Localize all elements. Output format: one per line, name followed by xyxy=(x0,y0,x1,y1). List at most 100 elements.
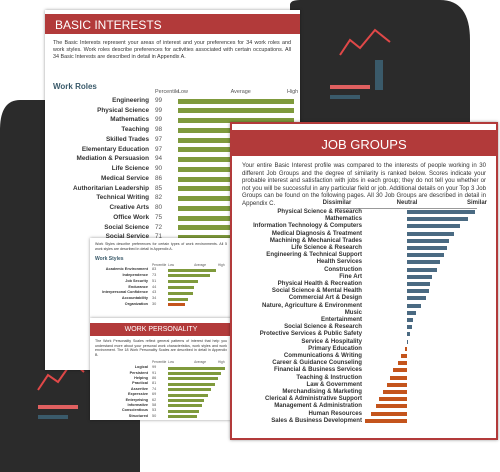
row-label: Fine Art xyxy=(339,272,362,280)
row-label: Helping xyxy=(134,375,148,380)
job-groups-page: JOB GROUPS Your entire Basic Interest pr… xyxy=(230,122,498,440)
row-label: Engineering xyxy=(112,96,149,104)
column-header: Low xyxy=(178,89,188,95)
row-label: Mathematics xyxy=(110,116,149,124)
section-title: Work Styles xyxy=(95,256,124,262)
row-label: Assertive xyxy=(130,386,148,391)
column-header: High xyxy=(287,89,299,95)
row-value: 83 xyxy=(152,267,157,272)
row-label: Technical Writing xyxy=(96,194,149,202)
row-value: 97 xyxy=(155,135,163,143)
row-label: Construction xyxy=(324,265,362,273)
bar xyxy=(407,310,417,315)
row-label: Physical Science xyxy=(97,106,149,114)
bar xyxy=(168,388,211,392)
row-value: 80 xyxy=(155,204,163,212)
row-label: Music xyxy=(344,308,362,316)
bar xyxy=(168,377,218,381)
row-value: 81 xyxy=(152,381,157,386)
bar xyxy=(407,303,421,308)
row-value: 53 xyxy=(152,408,157,413)
row-value: 91 xyxy=(152,370,157,375)
bar xyxy=(407,231,454,236)
bar xyxy=(407,246,447,250)
row-label: Accountability xyxy=(121,296,148,301)
row-label: Financial & Business Services xyxy=(273,366,362,374)
row-label: Sales & Business Development xyxy=(271,416,362,424)
row-label: Protective Services & Public Safety xyxy=(259,330,362,338)
row-label: Information Technology & Computers xyxy=(253,222,362,230)
row-label: Merchandising & Marketing xyxy=(282,387,362,395)
row-value: 69 xyxy=(152,392,157,397)
bar xyxy=(178,215,266,221)
bar xyxy=(168,285,194,289)
bar xyxy=(178,186,278,192)
bar xyxy=(386,382,407,387)
bar xyxy=(407,253,445,258)
row-value: 99 xyxy=(152,365,157,370)
row-label: Primary Education xyxy=(308,344,362,352)
row-label: Medical Service xyxy=(101,174,149,182)
bar xyxy=(407,267,438,272)
row-label: Conscientious xyxy=(121,408,148,413)
bar xyxy=(168,291,193,295)
row-label: Nature, Agriculture & Environment xyxy=(262,301,362,309)
row-label: Logical xyxy=(134,365,148,370)
row-label: Life Science & Research xyxy=(291,243,362,251)
bar xyxy=(178,118,294,123)
bar xyxy=(404,346,407,351)
icon xyxy=(38,405,78,409)
column-header: Percentile xyxy=(155,89,180,95)
intro: Work Styles describe preferences for cer… xyxy=(95,242,227,251)
row-label: Social Science & Mental Health xyxy=(271,287,362,295)
icon xyxy=(375,60,383,90)
row-label: Entertainment xyxy=(321,315,362,323)
icon xyxy=(38,415,68,419)
row-value: 97 xyxy=(155,145,163,153)
row-label: Mediation & Persuasion xyxy=(76,155,149,163)
row-value: 62 xyxy=(152,397,157,402)
row-label: Engineering & Technical Support xyxy=(266,251,362,259)
column-header: Average xyxy=(194,360,207,364)
bar xyxy=(178,196,274,201)
row-label: Interpersonal Confidence xyxy=(102,290,148,295)
row-value: 34 xyxy=(152,296,157,301)
row-value: 71 xyxy=(155,233,163,241)
row-label: Structured xyxy=(128,413,148,418)
icon xyxy=(330,95,360,99)
row-value: 99 xyxy=(155,96,163,104)
bar xyxy=(407,296,426,301)
column-header: Dissimilar xyxy=(322,200,352,206)
bar xyxy=(375,404,407,409)
column-header: High xyxy=(218,360,225,364)
bar xyxy=(407,282,431,286)
bar xyxy=(379,397,407,402)
header-band: BASIC INTERESTS xyxy=(45,14,300,34)
row-label: Service & Hospitality xyxy=(301,337,362,345)
bar xyxy=(382,390,407,394)
bar xyxy=(407,332,410,337)
bar xyxy=(401,354,407,358)
bar xyxy=(168,415,197,419)
row-label: Health Services xyxy=(316,258,362,266)
bar xyxy=(365,418,407,423)
column-header: Percentile xyxy=(152,360,167,364)
bar xyxy=(407,289,429,294)
column-header: Low xyxy=(168,263,174,267)
bar xyxy=(407,217,468,222)
row-value: 86 xyxy=(155,174,163,182)
bar xyxy=(178,176,279,182)
row-label: Social Service xyxy=(105,233,149,241)
row-value: 72 xyxy=(155,223,163,231)
row-label: Social Science xyxy=(104,223,149,231)
row-label: Career & Guidance Counseling xyxy=(272,359,362,367)
bar xyxy=(393,368,407,373)
bar xyxy=(407,260,440,265)
title: BASIC INTERESTS xyxy=(55,18,162,32)
row-label: Communications & Writing xyxy=(283,351,362,359)
row-label: Social Science & Research xyxy=(284,323,362,331)
row-label: Human Resources xyxy=(308,409,362,417)
row-label: Office Work xyxy=(113,213,149,221)
bar xyxy=(178,98,294,104)
bar xyxy=(168,404,202,408)
